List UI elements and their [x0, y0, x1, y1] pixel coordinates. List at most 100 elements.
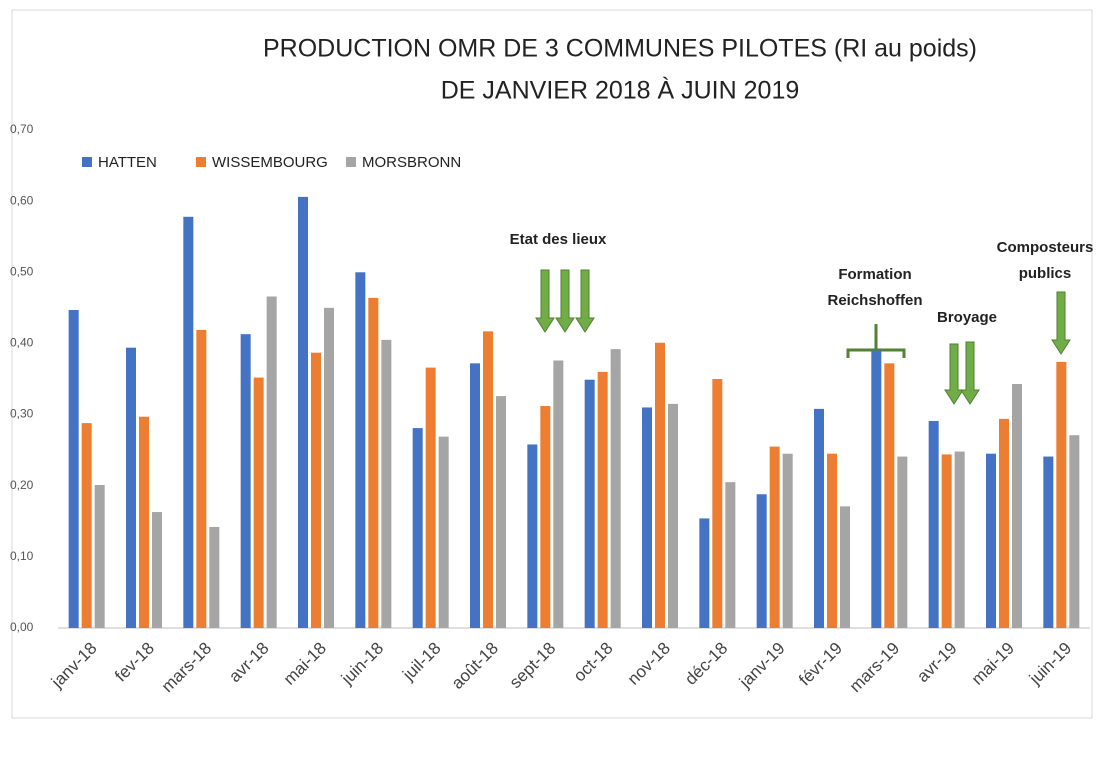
y-tick-label: 0,60: [10, 193, 34, 207]
x-tick-label: oct-18: [570, 639, 617, 686]
x-tick: oct-18: [570, 639, 617, 686]
x-tick: janv-19: [735, 639, 789, 693]
y-tick-label: 0,00: [10, 620, 34, 634]
x-tick: mai-18: [280, 639, 330, 689]
y-tick-label: 0,30: [10, 407, 34, 421]
bar: [527, 444, 538, 628]
x-tick-label: janv-19: [735, 639, 789, 693]
bar: [1056, 361, 1067, 628]
annotation: Formation: [838, 266, 911, 283]
chart-frame: [11, 9, 1093, 719]
legend-label: MORSBRONN: [362, 154, 461, 171]
bar: [266, 296, 277, 628]
annotation: Etat des lieux: [510, 231, 607, 248]
chart-title: DE JANVIER 2018 À JUIN 2019: [441, 76, 800, 105]
x-tick-label: févr-19: [795, 639, 846, 690]
bar: [655, 342, 665, 628]
legend-swatch: [346, 157, 356, 167]
bar: [94, 485, 105, 628]
x-tick-label: août-18: [448, 639, 502, 693]
bar: [871, 350, 882, 628]
annotation: Broyage: [937, 309, 997, 326]
x-tick: juil-18: [398, 639, 444, 685]
bar: [483, 331, 493, 628]
bar: [139, 416, 149, 628]
x-tick: sept-18: [506, 639, 560, 693]
bar: [438, 436, 449, 628]
bar: [368, 297, 379, 628]
x-tick: mars-18: [158, 639, 216, 697]
bar: [814, 408, 824, 628]
bar: [183, 216, 194, 628]
bar: [470, 363, 480, 628]
bar: [725, 482, 736, 628]
bar: [986, 453, 996, 628]
x-tick-label: mars-18: [158, 639, 216, 697]
bar: [597, 371, 608, 628]
x-tick-label: sept-18: [506, 639, 560, 693]
y-tick-label: 0,40: [10, 336, 34, 350]
x-tick-label: mai-19: [968, 639, 1018, 689]
bar: [642, 407, 652, 628]
x-tick: avr-19: [913, 639, 961, 687]
bar: [756, 494, 767, 628]
x-tick-label: juil-18: [398, 639, 444, 685]
bar: [126, 347, 136, 628]
bar: [884, 363, 895, 628]
x-tick: janv-18: [47, 639, 101, 693]
bar: [1043, 456, 1054, 628]
bar: [769, 446, 780, 628]
bar: [425, 367, 436, 628]
x-tick-label: avr-19: [913, 639, 961, 687]
x-tick-label: juin-18: [337, 639, 387, 689]
bar: [68, 309, 79, 628]
x-tick: avr-18: [225, 639, 273, 687]
y-tick-label: 0,20: [10, 478, 34, 492]
y-tick-label: 0,50: [10, 264, 34, 278]
bar: [999, 418, 1009, 628]
bar: [897, 456, 908, 628]
x-tick-label: fev-18: [111, 639, 158, 686]
y-tick-label: 0,70: [10, 122, 34, 136]
x-tick-label: mars-19: [846, 639, 904, 697]
bar: [496, 396, 506, 628]
bar: [381, 339, 392, 628]
bar: [298, 196, 308, 629]
y-tick-label: 0,10: [10, 549, 34, 563]
bar: [1069, 435, 1080, 628]
bracket: [846, 324, 906, 358]
bar: [941, 454, 952, 628]
legend-label: WISSEMBOURG: [212, 154, 328, 171]
bar: [782, 453, 793, 628]
x-tick: mai-19: [968, 639, 1018, 689]
bar: [311, 352, 321, 628]
bar: [668, 403, 678, 628]
x-tick: déc-18: [681, 639, 731, 689]
annotation: Reichshoffen: [827, 292, 922, 309]
x-tick: nov-18: [624, 639, 674, 689]
bar: [81, 423, 92, 628]
arrows: [535, 269, 1071, 405]
x-tick: août-18: [448, 639, 502, 693]
bar: [584, 379, 595, 628]
legend-swatch: [196, 157, 206, 167]
legend-swatch: [82, 157, 92, 167]
bar: [928, 420, 939, 628]
bar: [253, 377, 264, 628]
bar: [1012, 383, 1022, 628]
annotation: Composteurs: [997, 239, 1094, 256]
x-tick: mars-19: [846, 639, 904, 697]
chart-title: PRODUCTION OMR DE 3 COMMUNES PILOTES (RI…: [263, 35, 977, 63]
bar: [240, 334, 251, 628]
bar: [540, 406, 551, 628]
bar: [412, 428, 423, 628]
legend-label: HATTEN: [98, 154, 157, 171]
x-tick: juin-19: [1025, 639, 1075, 689]
x-tick: juin-18: [337, 639, 387, 689]
x-tick-label: mai-18: [280, 639, 330, 689]
bar: [610, 349, 621, 628]
bar: [712, 379, 723, 628]
x-tick: févr-19: [795, 639, 846, 690]
x-tick-label: avr-18: [225, 639, 273, 687]
